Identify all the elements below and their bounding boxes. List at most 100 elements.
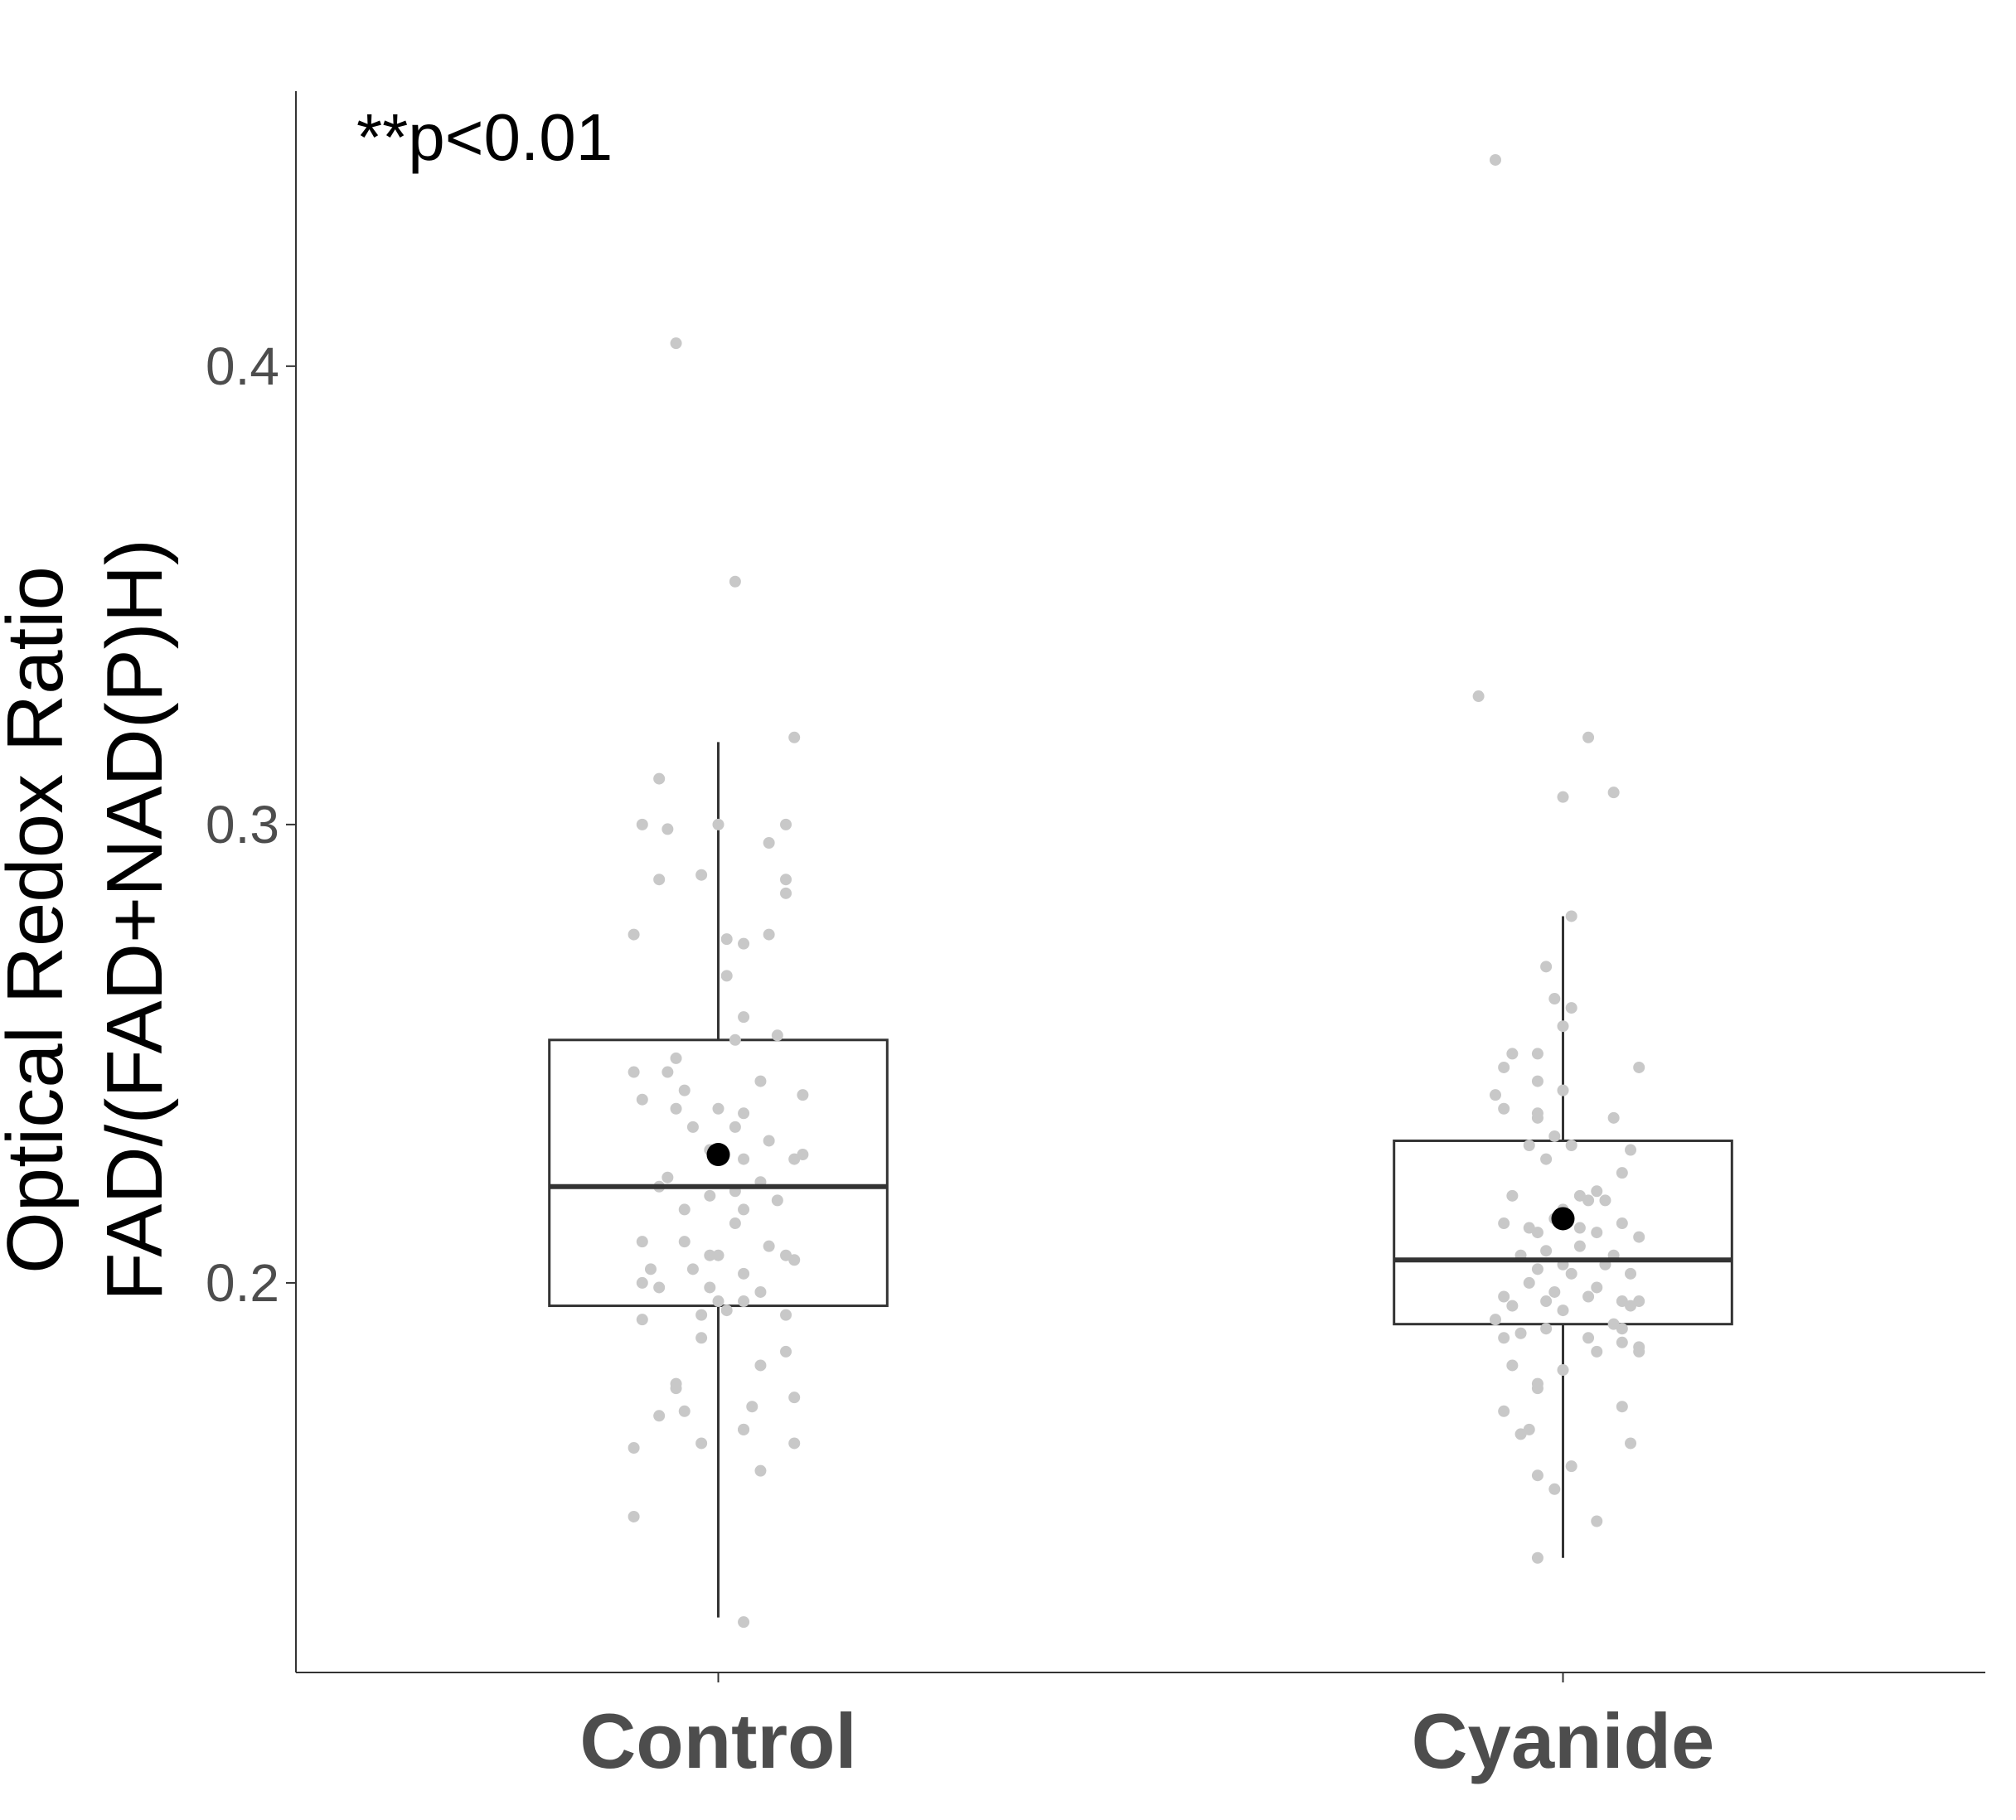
- data-point: [1498, 1405, 1510, 1417]
- data-point: [780, 887, 792, 899]
- box-group-cyanide: [1393, 153, 1733, 1564]
- data-point: [704, 1281, 716, 1294]
- data-point: [1548, 993, 1561, 1005]
- data-point: [1506, 1048, 1519, 1060]
- data-point: [1557, 1363, 1569, 1376]
- data-point: [1582, 1332, 1595, 1344]
- data-point: [788, 1437, 801, 1450]
- data-point: [1506, 1359, 1519, 1372]
- data-point: [1498, 1217, 1510, 1230]
- data-point: [738, 1423, 750, 1435]
- data-point: [1582, 1290, 1595, 1303]
- data-point: [1607, 787, 1620, 799]
- data-point: [628, 928, 640, 941]
- data-point: [738, 1153, 750, 1165]
- data-point: [729, 1217, 741, 1230]
- data-point: [636, 1093, 648, 1106]
- data-point: [653, 874, 666, 886]
- data-point: [712, 1249, 724, 1261]
- data-point: [636, 1276, 648, 1289]
- data-point: [1548, 1285, 1561, 1298]
- data-point: [780, 874, 792, 886]
- data-point: [636, 1314, 648, 1326]
- data-point: [754, 1359, 767, 1372]
- data-point: [670, 337, 682, 350]
- data-point: [738, 1203, 750, 1216]
- data-point: [771, 1194, 783, 1207]
- data-point: [788, 1392, 801, 1404]
- data-point: [1557, 1304, 1569, 1317]
- data-point: [1616, 1401, 1628, 1413]
- data-point: [653, 1281, 666, 1294]
- data-point: [1531, 1551, 1544, 1564]
- data-point: [788, 1153, 801, 1165]
- data-point: [670, 1052, 682, 1064]
- data-point: [780, 818, 792, 830]
- data-point: [1523, 1140, 1535, 1151]
- data-point: [763, 1135, 775, 1147]
- data-point: [1616, 1336, 1628, 1348]
- data-point: [1625, 1437, 1637, 1450]
- data-point: [771, 1029, 783, 1042]
- data-point: [1582, 1194, 1595, 1207]
- data-point: [1498, 1061, 1510, 1073]
- data-point: [754, 1285, 767, 1298]
- box-groups: [548, 153, 1733, 1629]
- data-point: [662, 1171, 674, 1183]
- data-point: [780, 1309, 792, 1321]
- data-point: [1582, 731, 1595, 743]
- data-point: [1591, 1185, 1603, 1198]
- data-point: [1573, 1222, 1586, 1234]
- data-point: [644, 1263, 657, 1275]
- data-point: [1540, 961, 1553, 973]
- data-point: [1540, 1323, 1553, 1335]
- y-axis-ticks: 0.2 0.3 0.4: [206, 336, 296, 1313]
- data-point: [729, 1033, 741, 1046]
- data-point: [738, 1267, 750, 1280]
- data-point: [636, 818, 648, 830]
- data-point: [1540, 1295, 1553, 1308]
- data-point: [628, 1442, 640, 1455]
- data-point: [1591, 1345, 1603, 1358]
- data-point: [704, 1249, 716, 1261]
- data-point: [678, 1236, 691, 1248]
- data-point: [695, 1309, 708, 1321]
- data-point: [1489, 153, 1501, 166]
- data-point: [1591, 1515, 1603, 1527]
- data-point: [678, 1084, 691, 1096]
- y-tick-label: 0.2: [206, 1253, 279, 1313]
- data-point: [704, 1189, 716, 1202]
- significance-annotation: **p<0.01: [356, 100, 613, 174]
- data-point: [720, 1304, 733, 1317]
- data-point: [1625, 1144, 1637, 1156]
- data-point: [1616, 1217, 1628, 1230]
- y-axis-title: Optical Redox Ratio FAD/(FAD+NAD(P)H): [0, 539, 179, 1301]
- data-point: [712, 818, 724, 830]
- data-point: [670, 1102, 682, 1115]
- data-point: [1489, 1314, 1501, 1326]
- data-point: [1616, 1167, 1628, 1179]
- data-point: [1625, 1300, 1637, 1312]
- data-point: [763, 928, 775, 941]
- mean-point: [1551, 1207, 1575, 1231]
- data-point: [1633, 1061, 1645, 1073]
- data-point: [1591, 1227, 1603, 1239]
- data-point: [1557, 1084, 1569, 1096]
- data-point: [1540, 1153, 1553, 1165]
- data-point: [738, 1295, 750, 1308]
- data-point: [729, 575, 741, 588]
- data-point: [1548, 1130, 1561, 1142]
- data-point: [1531, 1111, 1544, 1124]
- x-axis-ticks: Control Cyanide: [579, 1672, 1714, 1784]
- data-point: [1531, 1048, 1544, 1060]
- data-point: [1514, 1327, 1527, 1339]
- data-point: [662, 1066, 674, 1078]
- data-point: [1531, 1075, 1544, 1087]
- x-tick-label: Cyanide: [1412, 1697, 1715, 1784]
- iqr-box: [1393, 1139, 1733, 1326]
- data-point: [695, 869, 708, 881]
- data-point: [653, 772, 666, 785]
- data-point: [670, 1382, 682, 1395]
- data-point: [780, 1249, 792, 1261]
